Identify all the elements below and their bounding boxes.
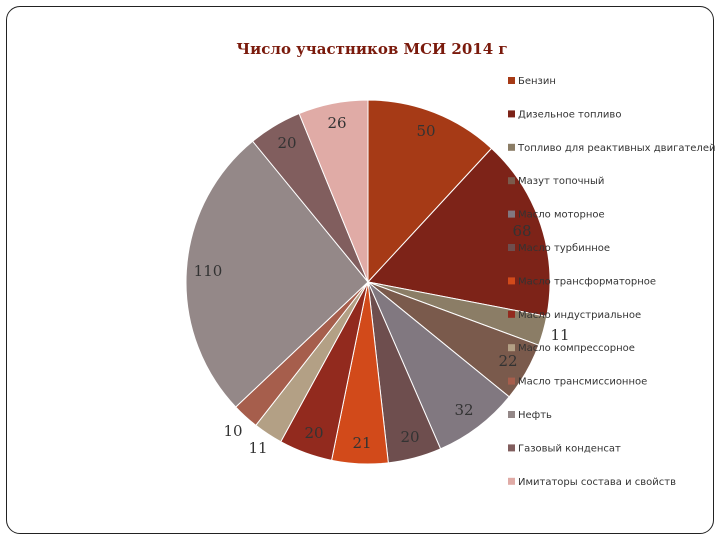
- data-label: 26: [327, 114, 346, 132]
- legend-swatch: [508, 310, 515, 318]
- legend-swatch: [508, 377, 515, 385]
- legend-swatch: [508, 277, 515, 285]
- legend-entry: Дизельное топливо: [518, 109, 621, 120]
- legend-swatch: [508, 110, 515, 118]
- data-label: 20: [277, 134, 296, 152]
- data-label: 68: [512, 222, 531, 240]
- legend-swatch: [508, 477, 515, 485]
- data-label: 22: [498, 352, 517, 370]
- pie-slice: [367, 99, 493, 284]
- legend-swatch: [508, 143, 515, 151]
- legend-entry: Масло моторное: [518, 210, 605, 221]
- pie-slice: [367, 147, 551, 318]
- data-label: 32: [454, 401, 473, 419]
- legend-swatch: [508, 344, 515, 352]
- pie-slice: [185, 140, 369, 408]
- legend-entry: Мазут топочный: [518, 176, 604, 187]
- legend-swatch: [508, 244, 515, 251]
- data-label: 20: [400, 428, 419, 446]
- data-label: 11: [550, 326, 569, 344]
- legend-swatch: [508, 210, 515, 218]
- legend-entry: Топливо для реактивных двигателей: [517, 143, 715, 154]
- legend-entry: Газовый конденсат: [518, 443, 621, 454]
- data-label: 21: [352, 434, 371, 452]
- legend-entry: Масло турбинное: [518, 243, 610, 254]
- data-label: 110: [194, 262, 223, 280]
- legend-entry: Масло трансформаторное: [518, 276, 656, 287]
- data-label: 20: [304, 424, 323, 442]
- legend-entry: Масло индустриальное: [518, 310, 641, 321]
- legend-entry: Имитаторы состава и свойств: [518, 477, 676, 488]
- legend-swatch: [508, 77, 515, 84]
- legend-entry: Нефть: [518, 410, 552, 421]
- pie-slice: [298, 99, 369, 283]
- legend-entry: Бензин: [518, 76, 556, 87]
- legend-swatch: [508, 411, 515, 418]
- legend-entry: Масло трансмиссионное: [518, 377, 647, 388]
- legend-swatch: [508, 444, 515, 452]
- data-label: 10: [223, 422, 242, 440]
- legend-entry: Масло компрессорное: [518, 343, 635, 354]
- chart-title: Число участников МСИ 2014 г: [236, 40, 507, 58]
- data-label: 11: [248, 439, 267, 457]
- legend-swatch: [508, 177, 515, 185]
- data-label: 50: [416, 122, 435, 140]
